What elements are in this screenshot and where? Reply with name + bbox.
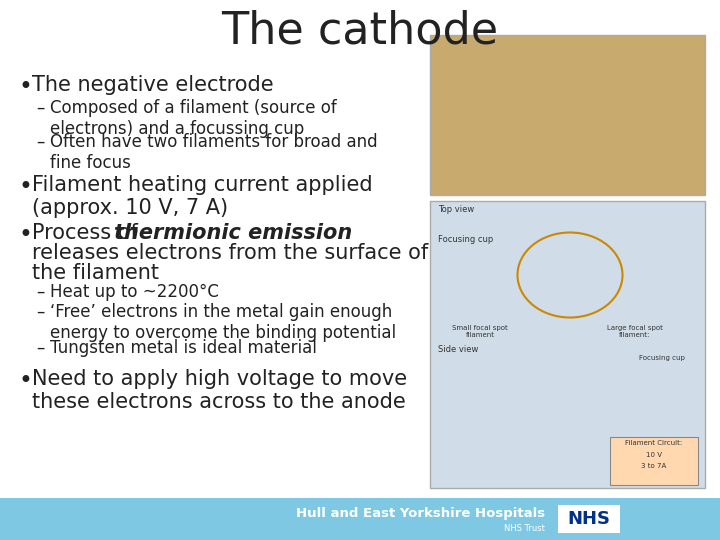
Text: NHS: NHS: [567, 510, 611, 528]
Text: Small focal spot
filament: Small focal spot filament: [452, 325, 508, 338]
Text: •: •: [18, 223, 32, 247]
Text: 3 to 7A: 3 to 7A: [642, 463, 667, 469]
Text: Tungsten metal is ideal material: Tungsten metal is ideal material: [50, 339, 317, 357]
Bar: [0, 498, 720, 540]
Text: •: •: [18, 75, 32, 99]
Text: releases electrons from the surface of: releases electrons from the surface of: [32, 243, 428, 263]
Text: Often have two filaments for broad and
fine focus: Often have two filaments for broad and f…: [50, 133, 377, 172]
Text: The cathode: The cathode: [222, 10, 498, 53]
Text: Need to apply high voltage to move
these electrons across to the anode: Need to apply high voltage to move these…: [32, 369, 407, 412]
Text: Large focal spot
filament:: Large focal spot filament:: [607, 325, 663, 338]
Text: Process of: Process of: [32, 223, 145, 243]
Text: •: •: [18, 369, 32, 393]
Text: Focusing cup: Focusing cup: [438, 235, 493, 244]
Bar: [430, 201, 705, 488]
Text: Hull and East Yorkshire Hospitals: Hull and East Yorkshire Hospitals: [296, 508, 545, 521]
Text: Filament heating current applied
(approx. 10 V, 7 A): Filament heating current applied (approx…: [32, 175, 373, 218]
Bar: [610, 437, 698, 485]
Text: Side view: Side view: [438, 345, 478, 354]
Text: Top view: Top view: [438, 205, 474, 214]
Text: –: –: [36, 99, 45, 117]
Bar: [558, 505, 620, 533]
Text: NHS Trust: NHS Trust: [504, 524, 545, 533]
Text: –: –: [36, 303, 45, 321]
Text: Filament Circuit:: Filament Circuit:: [626, 440, 683, 446]
Text: 10 V: 10 V: [646, 452, 662, 458]
Text: –: –: [36, 283, 45, 301]
Text: ‘Free’ electrons in the metal gain enough
energy to overcome the binding potenti: ‘Free’ electrons in the metal gain enoug…: [50, 303, 396, 342]
Text: Composed of a filament (source of
electrons) and a focussing cup: Composed of a filament (source of electr…: [50, 99, 337, 138]
Text: –: –: [36, 339, 45, 357]
Text: The negative electrode: The negative electrode: [32, 75, 274, 95]
Text: –: –: [36, 133, 45, 151]
Text: thermionic emission: thermionic emission: [114, 223, 352, 243]
Text: •: •: [18, 175, 32, 199]
Bar: [430, 35, 705, 195]
Text: the filament: the filament: [32, 263, 159, 283]
Text: Focusing cup: Focusing cup: [639, 355, 685, 361]
Text: Heat up to ~2200°C: Heat up to ~2200°C: [50, 283, 219, 301]
